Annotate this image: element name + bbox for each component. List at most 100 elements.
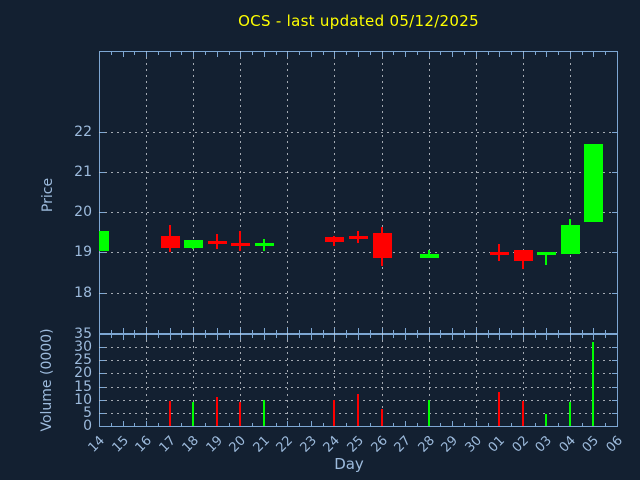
x-minor-tick	[464, 423, 465, 426]
day-tick-label-23: 23	[297, 433, 320, 456]
x-major-tick	[264, 52, 265, 57]
x-major-tick	[570, 328, 571, 333]
day-tick-label-02: 02	[509, 433, 532, 456]
x-minor-tick	[535, 335, 536, 338]
x-minor-tick	[323, 330, 324, 333]
gridline-day-22	[287, 334, 289, 427]
price-tick	[612, 252, 617, 254]
x-minor-tick	[181, 52, 182, 55]
gridline-day-30	[475, 51, 477, 334]
x-major-tick	[382, 52, 383, 57]
candle-body-20	[231, 242, 251, 246]
x-major-tick	[429, 335, 430, 340]
x-major-tick	[170, 335, 171, 340]
x-minor-tick	[134, 335, 135, 338]
gridline-day-04	[569, 51, 571, 334]
x-major-tick	[264, 328, 265, 333]
day-tick-label-29: 29	[438, 433, 462, 456]
x-major-tick	[476, 328, 477, 333]
x-major-tick	[358, 328, 359, 333]
x-major-tick	[617, 335, 618, 340]
x-minor-tick	[229, 335, 230, 338]
x-major-tick	[146, 335, 147, 340]
volume-bar-21	[262, 399, 265, 426]
x-major-tick	[476, 335, 477, 340]
price-tick	[612, 171, 617, 173]
volume-bar-28	[427, 399, 430, 426]
day-tick-label-27: 27	[391, 433, 414, 456]
x-minor-tick	[393, 52, 394, 55]
candle-body-01	[490, 252, 510, 256]
x-minor-tick	[111, 423, 112, 426]
x-minor-tick	[181, 335, 182, 338]
x-minor-tick	[464, 52, 465, 55]
x-major-tick	[523, 328, 524, 333]
x-major-tick	[334, 52, 335, 57]
volume-tick	[100, 386, 105, 388]
price-tick-label-22: 22	[74, 123, 92, 140]
price-tick	[612, 292, 617, 294]
gridline-day-28	[428, 334, 430, 427]
x-major-tick	[617, 421, 618, 426]
gridline-day-04	[569, 334, 571, 427]
gridline-day-28	[428, 51, 430, 334]
day-tick-label-05: 05	[580, 433, 603, 456]
x-minor-tick	[276, 330, 277, 333]
x-minor-tick	[440, 52, 441, 55]
x-major-tick	[311, 335, 312, 340]
x-major-tick	[170, 328, 171, 333]
x-major-tick	[593, 52, 594, 57]
x-minor-tick	[158, 335, 159, 338]
x-major-tick	[476, 52, 477, 57]
x-minor-tick	[393, 330, 394, 333]
x-minor-tick	[346, 335, 347, 338]
candle-body-18	[184, 240, 204, 249]
x-minor-tick	[488, 330, 489, 333]
volume-tick-label-10: 10	[74, 391, 92, 408]
day-tick-label-26: 26	[368, 433, 391, 456]
candle-body-25	[349, 235, 368, 240]
x-major-tick	[405, 52, 406, 57]
x-minor-tick	[299, 330, 300, 333]
x-minor-tick	[299, 52, 300, 55]
x-minor-tick	[252, 423, 253, 426]
x-minor-tick	[582, 330, 583, 333]
x-minor-tick	[511, 335, 512, 338]
volume-bar-04	[568, 402, 571, 426]
x-major-tick	[287, 335, 288, 340]
x-major-tick	[170, 52, 171, 57]
x-major-tick	[287, 328, 288, 333]
x-minor-tick	[605, 330, 606, 333]
x-major-tick	[123, 421, 124, 426]
gridline-price-18	[99, 292, 618, 294]
gridline-day-26	[381, 334, 383, 427]
x-major-tick	[99, 52, 100, 57]
price-tick	[100, 212, 105, 214]
volume-bar-26	[380, 408, 383, 426]
x-major-tick	[311, 421, 312, 426]
x-major-tick	[311, 52, 312, 57]
x-major-tick	[570, 52, 571, 57]
x-major-tick	[546, 52, 547, 57]
x-major-tick	[429, 52, 430, 57]
x-major-tick	[452, 328, 453, 333]
x-major-tick	[617, 328, 618, 333]
x-minor-tick	[605, 423, 606, 426]
price-tick	[612, 212, 617, 214]
x-major-tick	[99, 421, 100, 426]
x-minor-tick	[417, 423, 418, 426]
gridline-price-19	[99, 252, 618, 254]
volume-tick	[100, 373, 105, 375]
volume-bar-02	[521, 401, 524, 426]
volume-tick	[612, 347, 617, 349]
day-tick-label-20: 20	[226, 433, 250, 456]
x-major-tick	[499, 335, 500, 340]
volume-bar-17	[168, 401, 171, 426]
gridline-day-20	[240, 334, 242, 427]
x-major-tick	[287, 52, 288, 57]
candle-body-24	[325, 237, 345, 242]
x-major-tick	[217, 328, 218, 333]
candle-body-28	[419, 253, 439, 258]
day-tick-label-06: 06	[603, 433, 626, 456]
x-major-tick	[240, 52, 241, 57]
